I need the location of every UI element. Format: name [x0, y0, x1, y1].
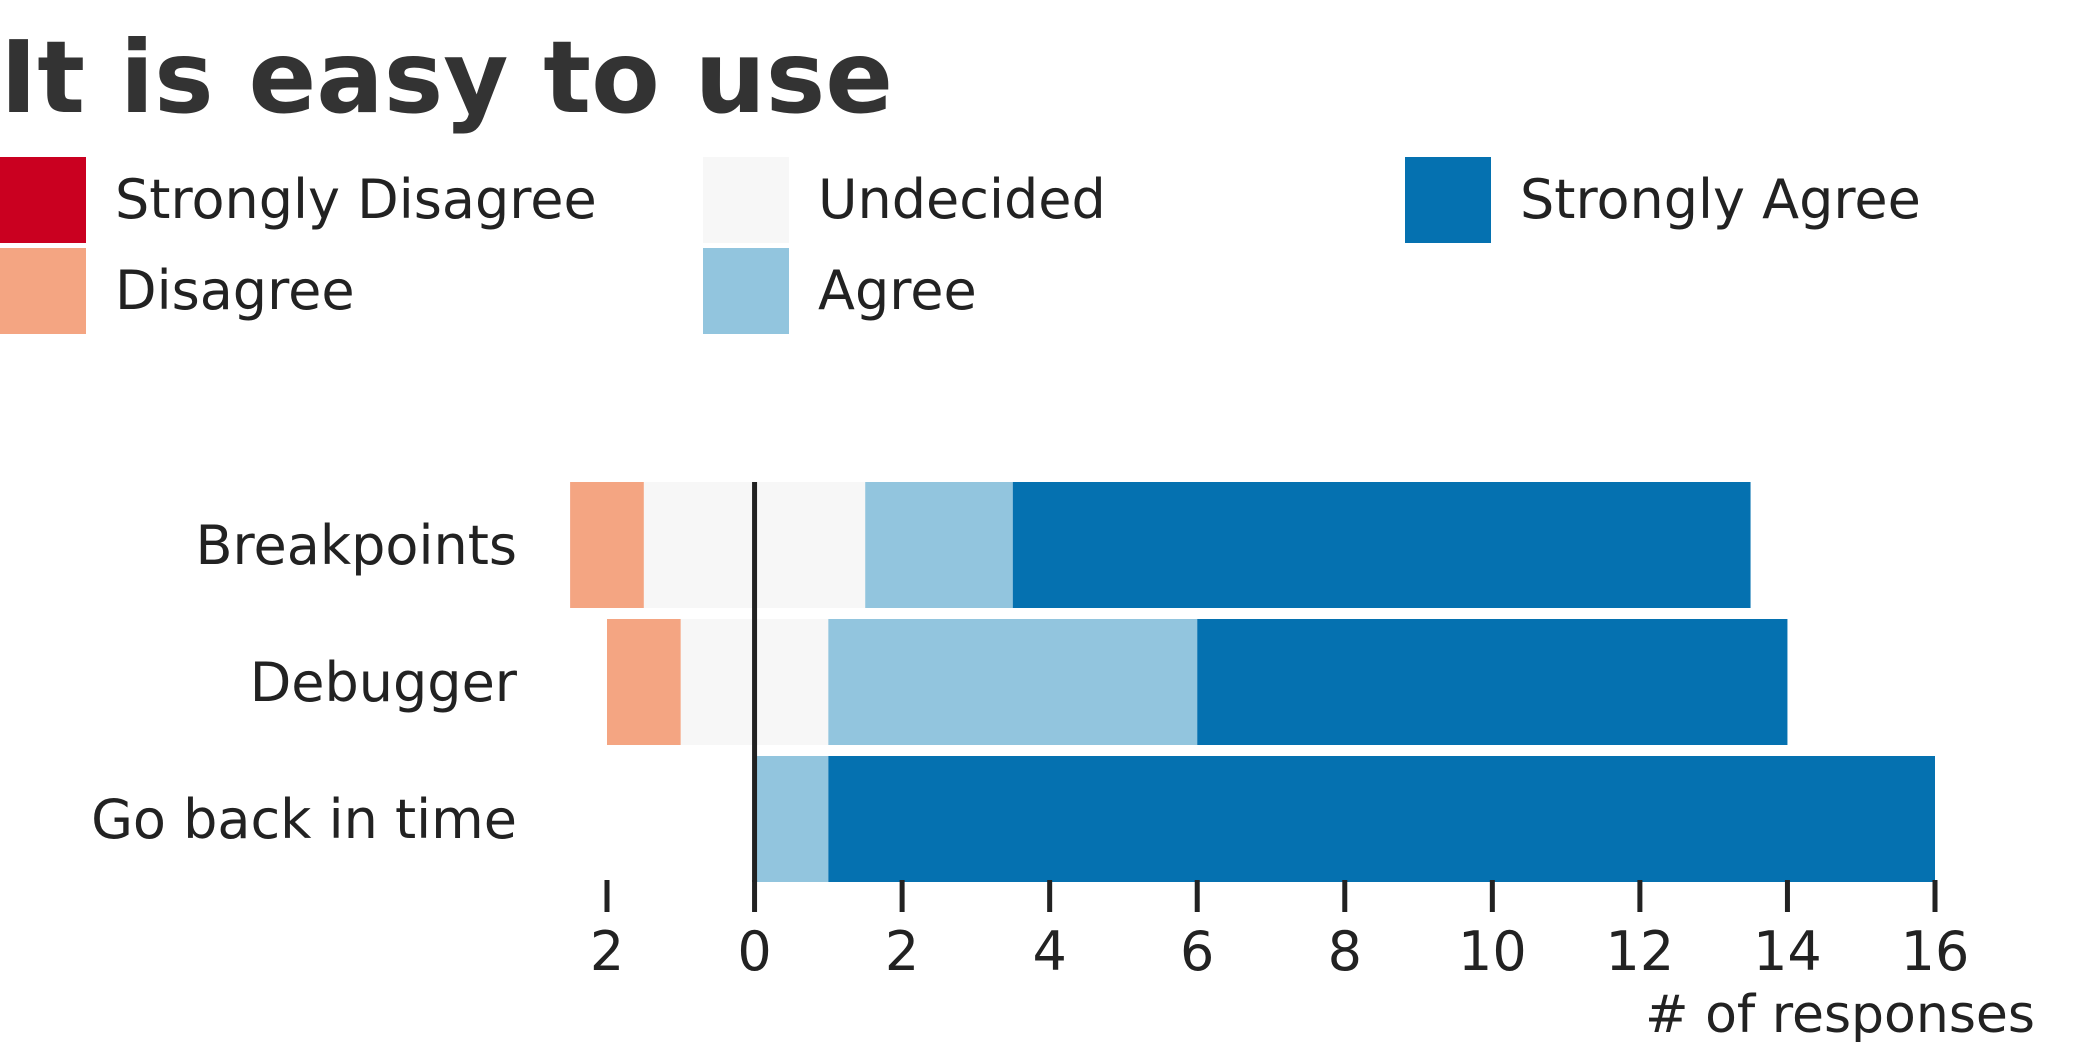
x-tick-label: 0	[737, 920, 771, 983]
bar-debugger-disagree	[607, 619, 681, 745]
x-tick-label: 4	[1032, 920, 1066, 983]
legend-swatch-agree	[703, 248, 789, 334]
legend-label-disagree: Disagree	[115, 259, 355, 322]
x-tick-label: 16	[1901, 920, 1970, 983]
legend-swatch-strongly-disagree	[0, 157, 86, 243]
x-tick-label: 2	[590, 920, 624, 983]
bar-debugger-agree	[828, 619, 1198, 745]
category-label-breakpoints: Breakpoints	[196, 514, 518, 577]
bar-debugger-strongly-agree	[1197, 619, 1788, 745]
legend-label-strongly-disagree: Strongly Disagree	[115, 168, 597, 231]
legend-swatch-disagree	[0, 248, 86, 334]
legend: Strongly Disagree Disagree Undecided Agree S…	[0, 157, 1921, 334]
legend-label-undecided: Undecided	[818, 168, 1106, 231]
x-tick-label: 10	[1458, 920, 1527, 983]
category-label-debugger: Debugger	[250, 651, 518, 714]
bar-breakpoints-disagree	[570, 482, 644, 608]
category-label-go-back-in-time: Go back in time	[91, 788, 517, 851]
x-tick-label: 8	[1328, 920, 1362, 983]
legend-label-strongly-agree: Strongly Agree	[1520, 168, 1921, 231]
bar-breakpoints-strongly-agree	[1012, 482, 1751, 608]
bar-go-back-in-time-strongly-agree	[828, 756, 1936, 882]
x-tick-label: 14	[1753, 920, 1822, 983]
bar-go-back-in-time-agree	[754, 756, 829, 882]
legend-label-agree: Agree	[818, 259, 977, 322]
x-tick-label: 6	[1180, 920, 1214, 983]
x-tick-label: 2	[885, 920, 919, 983]
x-axis-label: # of responses	[1645, 985, 2035, 1042]
legend-swatch-strongly-agree	[1405, 157, 1491, 243]
chart-title: It is easy to use	[0, 19, 893, 136]
legend-swatch-undecided	[703, 157, 789, 243]
x-axis: 2 0 2 4 6 8 10 12 14 16	[590, 880, 1970, 983]
category-labels: Breakpoints Debugger Go back in time	[91, 514, 518, 851]
bars	[570, 482, 1936, 882]
x-tick-label: 12	[1606, 920, 1675, 983]
bar-breakpoints-agree	[865, 482, 1013, 608]
